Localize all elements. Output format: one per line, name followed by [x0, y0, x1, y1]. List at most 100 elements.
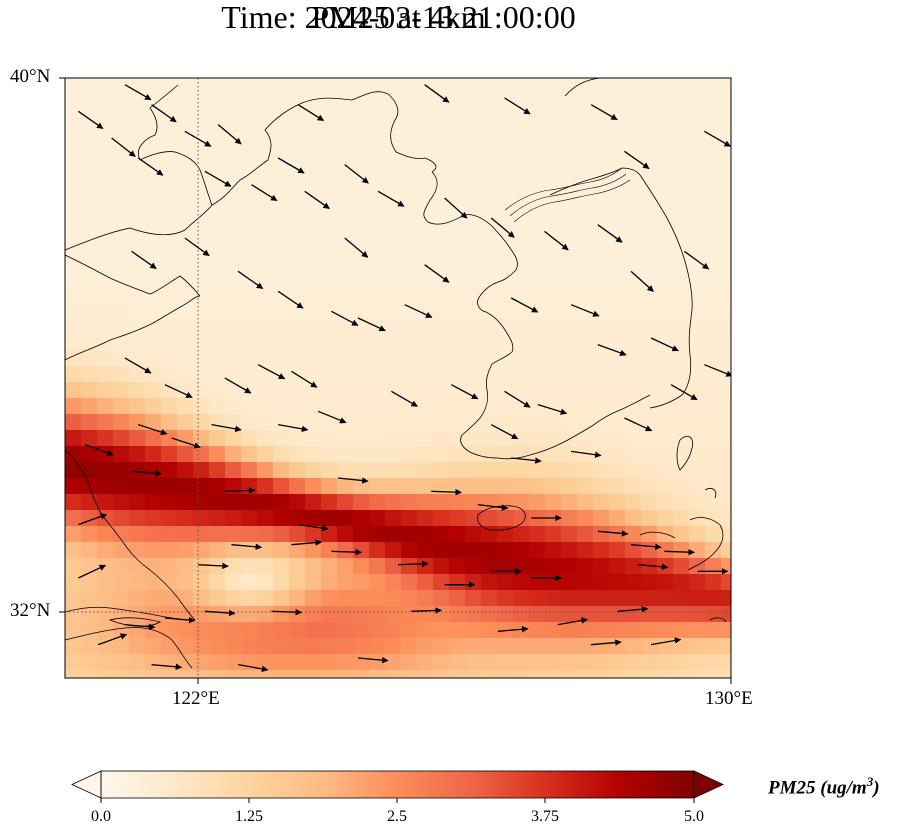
pm25-cell [625, 654, 642, 671]
pm25-cell [513, 238, 530, 255]
pm25-cell [369, 446, 386, 463]
wind-arrow [431, 488, 462, 496]
wind-arrow [164, 616, 196, 624]
pm25-cell [81, 78, 98, 95]
pm25-cell [65, 190, 82, 207]
wind-arrow [171, 437, 201, 449]
pm25-cell [657, 238, 674, 255]
pm25-cell [673, 222, 690, 239]
pm25-cell [465, 78, 482, 95]
pm25-cell [529, 654, 546, 671]
pm25-cell [433, 302, 450, 319]
pm25-cell [161, 254, 178, 271]
pm25-cell [337, 158, 354, 175]
pm25-cell [81, 350, 98, 367]
pm25-cell [113, 318, 130, 335]
pm25-cell [97, 254, 114, 271]
pm25-cell [657, 510, 674, 527]
pm25-cell [225, 110, 242, 127]
wind-arrow [357, 317, 386, 332]
pm25-cell [145, 366, 162, 383]
pm25-cell [145, 478, 162, 495]
pm25-cell [369, 478, 386, 495]
colorbar-tick-label: 1.25 [235, 808, 263, 825]
coastline-korea-west [460, 363, 651, 460]
wind-arrow [291, 370, 318, 388]
pm25-cell [369, 350, 386, 367]
pm25-cell [449, 366, 466, 383]
pm25-cell [449, 190, 466, 207]
pm25-cell [385, 622, 402, 639]
pm25-cell [529, 670, 546, 678]
pm25-cell [353, 350, 370, 367]
pm25-cell [97, 222, 114, 239]
pm25-cell [481, 574, 498, 591]
pm25-cell [177, 206, 194, 223]
pm25-cell [529, 574, 546, 591]
coastline-north-korea-east [549, 167, 641, 196]
pm25-cell [369, 526, 386, 543]
pm25-cell [593, 302, 610, 319]
pm25-cell [241, 558, 258, 575]
pm25-cell [401, 142, 418, 159]
pm25-cell [289, 126, 306, 143]
pm25-cell [641, 334, 658, 351]
pm25-cell [545, 654, 562, 671]
wind-arrow [77, 110, 104, 130]
wind-arrow [631, 543, 662, 551]
pm25-cell [65, 670, 82, 678]
pm25-cell [465, 446, 482, 463]
pm25-cell [129, 398, 146, 415]
pm25-cell [673, 158, 690, 175]
pm25-cell [161, 654, 178, 671]
pm25-cell [689, 606, 706, 623]
pm25-cell [705, 302, 722, 319]
pm25-cell [257, 510, 274, 527]
pm25-cell [641, 622, 658, 639]
pm25-cell [273, 110, 290, 127]
pm25-cell [97, 206, 114, 223]
pm25-cell [129, 366, 146, 383]
pm25-cell [273, 654, 290, 671]
pm25-cell [689, 542, 706, 559]
pm25-cell [577, 286, 594, 303]
wind-arrow [84, 444, 114, 456]
pm25-cell [177, 542, 194, 559]
pm25-cell [257, 318, 274, 335]
wind-arrow [637, 563, 669, 571]
pm25-cell [241, 190, 258, 207]
pm25-cell [673, 286, 690, 303]
pm25-cell [641, 366, 658, 383]
pm25-cell [657, 286, 674, 303]
pm25-cell [337, 574, 354, 591]
pm25-cell [433, 494, 450, 511]
pm25-cell [545, 558, 562, 575]
pm25-cell [289, 110, 306, 127]
pm25-cell [289, 238, 306, 255]
pm25-cell [209, 238, 226, 255]
pm25-cell [513, 638, 530, 655]
pm25-cell [561, 462, 578, 479]
pm25-cell [465, 238, 482, 255]
pm25-cell [705, 206, 722, 223]
pm25-cell [161, 270, 178, 287]
pm25-cell [497, 638, 514, 655]
pm25-cell [97, 110, 114, 127]
pm25-cell [129, 478, 146, 495]
pm25-cell [385, 638, 402, 655]
pm25-cell [625, 574, 642, 591]
pm25-cell [625, 638, 642, 655]
wind-arrow [497, 625, 529, 633]
pm25-cell [705, 590, 722, 607]
pm25-cell [625, 430, 642, 447]
pm25-cell [433, 430, 450, 447]
wind-arrow [597, 530, 629, 537]
pm25-cell [273, 526, 290, 543]
pm25-cell [625, 526, 642, 543]
pm25-cell [305, 94, 322, 111]
pm25-cell [337, 494, 354, 511]
wind-arrow [304, 190, 330, 210]
pm25-cell [673, 78, 690, 95]
pm25-cell [289, 606, 306, 623]
pm25-cell [561, 142, 578, 159]
